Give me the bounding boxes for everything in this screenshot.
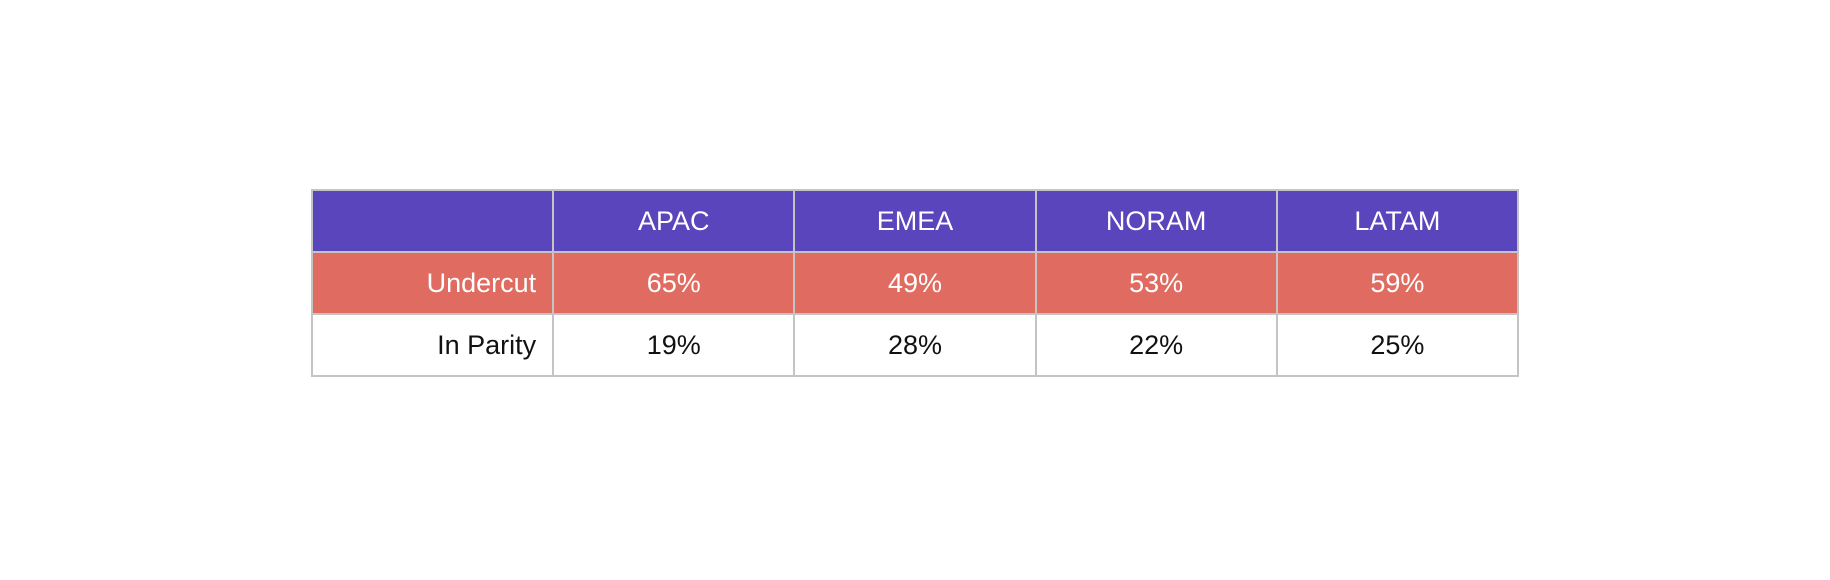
cell-in-parity-apac: 19% bbox=[552, 313, 796, 377]
cell-in-parity-emea: 28% bbox=[793, 313, 1037, 377]
cell-undercut-emea: 49% bbox=[793, 251, 1037, 315]
row-label-in-parity: In Parity bbox=[310, 313, 555, 377]
header-cell-apac: APAC bbox=[552, 189, 796, 253]
header-cell-noram: NORAM bbox=[1034, 189, 1278, 253]
cell-undercut-latam: 59% bbox=[1275, 251, 1520, 315]
table-row-in-parity: In Parity 19% 28% 22% 25% bbox=[310, 313, 1520, 377]
cell-in-parity-latam: 25% bbox=[1275, 313, 1520, 377]
table-row-undercut: Undercut 65% 49% 53% 59% bbox=[310, 251, 1520, 315]
cell-in-parity-noram: 22% bbox=[1034, 313, 1278, 377]
cell-undercut-noram: 53% bbox=[1034, 251, 1278, 315]
table-header-row: APAC EMEA NORAM LATAM bbox=[310, 189, 1520, 253]
data-table-container: APAC EMEA NORAM LATAM Undercut 65% 49% 5… bbox=[310, 189, 1520, 377]
region-parity-table: APAC EMEA NORAM LATAM Undercut 65% 49% 5… bbox=[310, 189, 1520, 377]
row-label-undercut: Undercut bbox=[310, 251, 555, 315]
header-cell-emea: EMEA bbox=[793, 189, 1037, 253]
header-corner-cell bbox=[310, 189, 555, 253]
header-cell-latam: LATAM bbox=[1275, 189, 1520, 253]
cell-undercut-apac: 65% bbox=[552, 251, 796, 315]
